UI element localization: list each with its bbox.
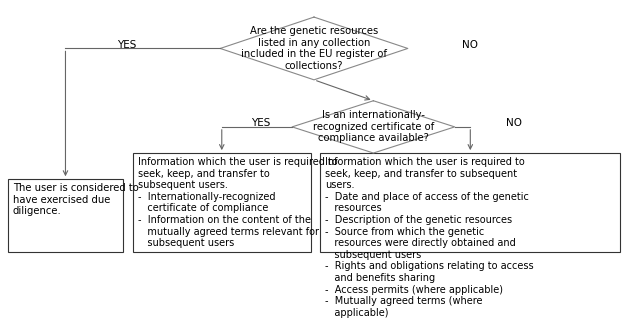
Text: Information which the user is required to
seek, keep, and transfer to subsequent: Information which the user is required t… xyxy=(325,157,534,318)
Text: NO: NO xyxy=(506,118,522,128)
Text: The user is considered to
have exercised due
diligence.: The user is considered to have exercised… xyxy=(13,183,138,216)
FancyBboxPatch shape xyxy=(320,153,620,252)
FancyBboxPatch shape xyxy=(133,153,311,252)
Text: YES: YES xyxy=(117,40,136,50)
Text: Are the genetic resources
listed in any collection
included in the EU register o: Are the genetic resources listed in any … xyxy=(241,26,387,71)
Text: Information which the user is required to
seek, keep, and transfer to
subsequent: Information which the user is required t… xyxy=(138,157,337,248)
Text: NO: NO xyxy=(462,40,479,50)
FancyBboxPatch shape xyxy=(8,179,123,252)
Text: YES: YES xyxy=(251,118,271,128)
Text: Is an internationally-
recognized certificate of
compliance available?: Is an internationally- recognized certif… xyxy=(313,110,434,144)
